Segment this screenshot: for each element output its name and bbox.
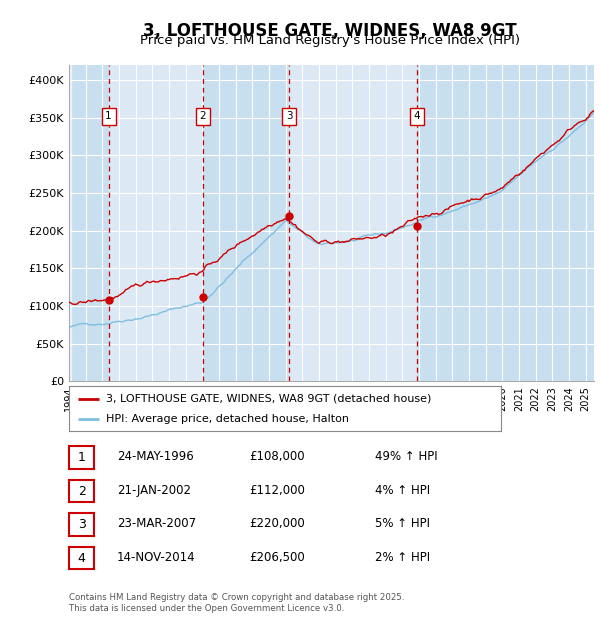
- Text: 14-NOV-2014: 14-NOV-2014: [117, 551, 196, 564]
- Text: 21-JAN-2002: 21-JAN-2002: [117, 484, 191, 497]
- Bar: [109, 65, 203, 381]
- Bar: [289, 65, 417, 381]
- Text: 2: 2: [77, 485, 86, 497]
- Bar: [69, 65, 71, 381]
- Text: 4: 4: [77, 552, 86, 564]
- Bar: [417, 65, 594, 381]
- Text: 2: 2: [200, 112, 206, 122]
- Text: 24-MAY-1996: 24-MAY-1996: [117, 450, 194, 463]
- Bar: [203, 65, 289, 381]
- Text: 3, LOFTHOUSE GATE, WIDNES, WA8 9GT: 3, LOFTHOUSE GATE, WIDNES, WA8 9GT: [143, 22, 517, 40]
- Text: 3: 3: [286, 112, 292, 122]
- Text: 3, LOFTHOUSE GATE, WIDNES, WA8 9GT (detached house): 3, LOFTHOUSE GATE, WIDNES, WA8 9GT (deta…: [106, 394, 431, 404]
- Text: 1: 1: [105, 112, 112, 122]
- Text: HPI: Average price, detached house, Halton: HPI: Average price, detached house, Halt…: [106, 414, 349, 424]
- Text: 2% ↑ HPI: 2% ↑ HPI: [375, 551, 430, 564]
- Text: £112,000: £112,000: [249, 484, 305, 497]
- Bar: [69, 65, 109, 381]
- Text: £206,500: £206,500: [249, 551, 305, 564]
- Text: 23-MAR-2007: 23-MAR-2007: [117, 517, 196, 530]
- Text: £108,000: £108,000: [249, 450, 305, 463]
- Text: 49% ↑ HPI: 49% ↑ HPI: [375, 450, 437, 463]
- Text: 5% ↑ HPI: 5% ↑ HPI: [375, 517, 430, 530]
- Text: 4: 4: [413, 112, 420, 122]
- Text: £220,000: £220,000: [249, 517, 305, 530]
- Text: Contains HM Land Registry data © Crown copyright and database right 2025.
This d: Contains HM Land Registry data © Crown c…: [69, 593, 404, 613]
- Text: 1: 1: [77, 451, 86, 464]
- Text: Price paid vs. HM Land Registry's House Price Index (HPI): Price paid vs. HM Land Registry's House …: [140, 34, 520, 47]
- Text: 3: 3: [77, 518, 86, 531]
- Text: 4% ↑ HPI: 4% ↑ HPI: [375, 484, 430, 497]
